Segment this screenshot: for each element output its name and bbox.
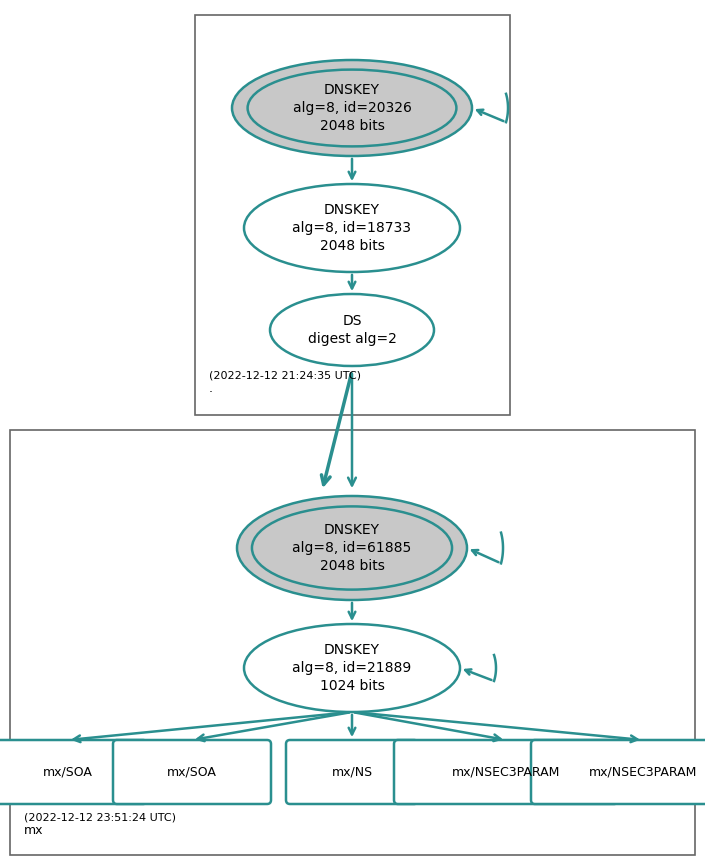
Text: DS
digest alg=2: DS digest alg=2 [307,314,396,346]
Bar [195,15,510,415]
Ellipse shape [244,184,460,272]
FancyBboxPatch shape [531,740,705,804]
Text: mx/SOA: mx/SOA [43,766,93,778]
Text: (2022-12-12 23:51:24 UTC): (2022-12-12 23:51:24 UTC) [24,813,176,823]
Text: DNSKEY
alg=8, id=21889
1024 bits: DNSKEY alg=8, id=21889 1024 bits [293,643,412,694]
Ellipse shape [252,506,452,590]
Text: (2022-12-12 21:24:35 UTC): (2022-12-12 21:24:35 UTC) [209,370,361,380]
Text: DNSKEY
alg=8, id=61885
2048 bits: DNSKEY alg=8, id=61885 2048 bits [293,522,412,573]
FancyBboxPatch shape [0,740,147,804]
Text: mx/SOA: mx/SOA [167,766,217,778]
Ellipse shape [244,624,460,712]
Text: mx: mx [24,824,44,837]
Text: mx/NS: mx/NS [331,766,372,778]
Ellipse shape [237,496,467,600]
FancyBboxPatch shape [286,740,418,804]
Ellipse shape [232,60,472,156]
FancyBboxPatch shape [113,740,271,804]
Bar [10,430,695,855]
Text: .: . [209,382,213,395]
Text: DNSKEY
alg=8, id=18733
2048 bits: DNSKEY alg=8, id=18733 2048 bits [293,202,412,253]
FancyBboxPatch shape [394,740,618,804]
Ellipse shape [247,69,456,146]
Ellipse shape [270,294,434,366]
Text: mx/NSEC3PARAM: mx/NSEC3PARAM [589,766,697,778]
Text: DNSKEY
alg=8, id=20326
2048 bits: DNSKEY alg=8, id=20326 2048 bits [293,82,412,133]
Text: mx/NSEC3PARAM: mx/NSEC3PARAM [452,766,560,778]
